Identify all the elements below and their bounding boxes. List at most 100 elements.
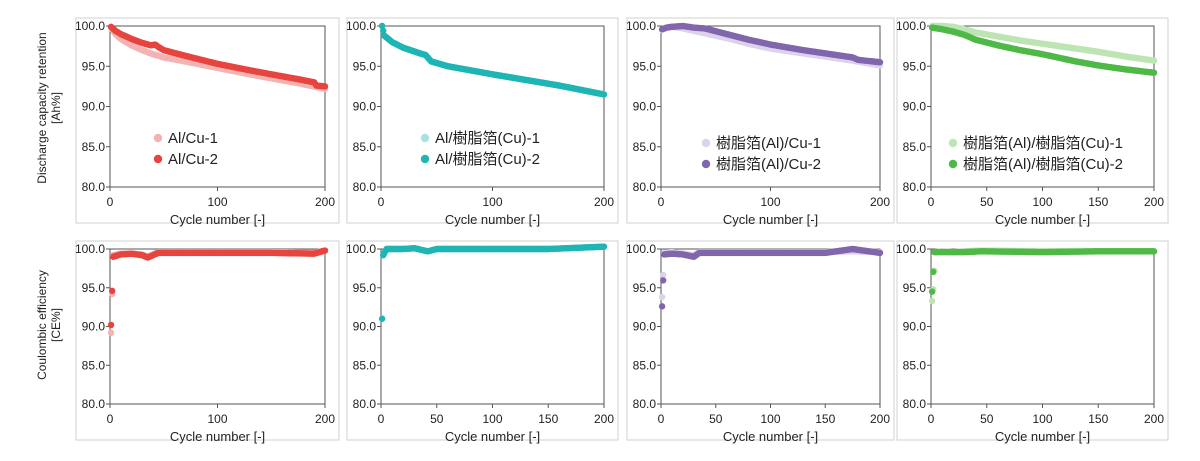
x-tick-label: 50: [980, 195, 994, 209]
series-2: [378, 243, 608, 322]
y-tick-label: 80.0: [82, 180, 106, 194]
x-tick-label: 200: [870, 412, 890, 426]
y-tick-label: 100.0: [626, 19, 656, 33]
series-2: [107, 247, 329, 329]
x-axis-title: Cycle number [-]: [723, 429, 818, 444]
x-axis-title: Cycle number [-]: [170, 429, 265, 444]
subplot-1: 100.0 95.0 90.0 85.0 80.00 100 200 Cycle number…: [75, 17, 340, 227]
series-2: [658, 22, 884, 66]
data-point: [321, 247, 329, 254]
panel-frame: [896, 17, 1169, 224]
x-axis-title: Cycle number [-]: [995, 212, 1090, 227]
panel-frame: [626, 240, 895, 441]
x-tick-label: 100: [482, 195, 502, 209]
data-point: [1150, 69, 1158, 76]
data-point: [876, 59, 884, 66]
x-axis-title: Cycle number [-]: [445, 429, 540, 444]
x-tick-label: 100: [760, 412, 780, 426]
x-tick-label: 200: [1144, 412, 1164, 426]
panel-frame: [75, 240, 340, 441]
y-tick-label: 85.0: [82, 358, 106, 372]
y-tick-label: 80.0: [353, 180, 377, 194]
legend-marker: [701, 159, 711, 169]
subplot-8: 100.0 95.0 90.0 85.0 80.00 50 100 150 200 Cycle n…: [896, 240, 1169, 444]
data-point: [600, 91, 608, 98]
y-tick-label: 85.0: [353, 140, 377, 154]
y-tick-label: 80.0: [903, 180, 927, 194]
y-tick-label: 90.0: [82, 100, 106, 114]
panel-frame: [346, 240, 619, 441]
y-tick-label: 90.0: [82, 320, 106, 334]
y-tick-label: 85.0: [82, 140, 106, 154]
legend-marker: [701, 138, 711, 148]
data-point: [600, 243, 608, 250]
data-point: [321, 83, 329, 90]
y-tick-label: 95.0: [633, 281, 657, 295]
x-axis-title: Cycle number [-]: [445, 212, 540, 227]
y-axis-title: Discharge capacity retention: [35, 32, 49, 183]
legend-marker: [153, 133, 163, 143]
x-tick-label: 0: [107, 195, 114, 209]
legend: Al/樹脂箔(Cu)-1 Al/樹脂箔(Cu)-2: [420, 130, 540, 168]
legend-label: 樹脂箔(Al)/樹脂箔(Cu)-1: [963, 135, 1123, 152]
legend-label: 樹脂箔(Al)/Cu-1: [716, 135, 821, 152]
x-tick-label: 200: [1144, 195, 1164, 209]
panel-frame: [75, 17, 340, 224]
y-axis-title: [CE%]: [49, 308, 63, 342]
x-tick-label: 100: [1032, 195, 1052, 209]
legend: 樹脂箔(Al)/樹脂箔(Cu)-1 樹脂箔(Al)/樹脂箔(Cu)-2: [948, 135, 1123, 173]
x-tick-label: 50: [980, 412, 994, 426]
panel-frame: [896, 240, 1169, 441]
x-tick-label: 150: [815, 412, 835, 426]
legend-marker: [948, 159, 958, 169]
y-tick-label: 95.0: [82, 281, 106, 295]
x-tick-label: 100: [482, 412, 502, 426]
legend-marker: [948, 138, 958, 148]
data-point: [107, 329, 115, 336]
x-tick-label: 100: [1032, 412, 1052, 426]
data-point: [928, 288, 936, 295]
y-tick-label: 90.0: [633, 100, 657, 114]
y-tick-label: 90.0: [903, 320, 927, 334]
legend-label: Al/Cu-1: [168, 130, 218, 147]
series-2: [928, 248, 1158, 295]
subplot-7: 100.0 95.0 90.0 85.0 80.00 50 100 150 200 Cycle n…: [626, 240, 895, 444]
y-tick-label: 85.0: [903, 140, 927, 154]
subplot-5: 100.0 95.0 90.0 85.0 80.00 100 200 Cycle number…: [75, 240, 340, 444]
y-tick-label: 80.0: [82, 397, 106, 411]
data-point: [1150, 57, 1158, 64]
y-tick-label: 90.0: [353, 100, 377, 114]
x-tick-label: 0: [378, 412, 385, 426]
x-tick-label: 0: [658, 412, 665, 426]
y-tick-label: 90.0: [903, 100, 927, 114]
x-tick-label: 150: [1088, 195, 1108, 209]
y-axis-title: [Ah%]: [49, 92, 63, 124]
legend-label: 樹脂箔(Al)/樹脂箔(Cu)-2: [963, 156, 1123, 173]
data-point: [876, 249, 884, 257]
legend-label: Al/樹脂箔(Cu)-1: [435, 130, 540, 147]
x-tick-label: 100: [207, 195, 227, 209]
data-point: [928, 297, 936, 305]
x-tick-label: 200: [315, 195, 335, 209]
x-tick-label: 100: [760, 195, 780, 209]
x-tick-label: 100: [207, 412, 227, 426]
subplot-2: 100.0 95.0 90.0 85.0 80.00 100 200 Cycle number…: [346, 17, 619, 227]
y-tick-label: 100.0: [346, 19, 376, 33]
y-tick-label: 90.0: [633, 320, 657, 334]
subplot-3: 100.0 95.0 90.0 85.0 80.00 100 200 Cycle number…: [626, 17, 895, 227]
legend-marker: [420, 133, 430, 143]
x-axis-title: Cycle number [-]: [995, 429, 1090, 444]
x-tick-label: 150: [1088, 412, 1108, 426]
y-axis-title: Coulombic efficiency: [35, 270, 49, 380]
y-tick-label: 85.0: [633, 358, 657, 372]
series-2: [378, 22, 608, 98]
data-point: [1150, 248, 1158, 255]
data-point: [380, 27, 387, 35]
series-2: [928, 24, 1158, 76]
y-tick-label: 80.0: [633, 397, 657, 411]
y-tick-label: 100.0: [896, 19, 926, 33]
x-tick-label: 50: [430, 412, 444, 426]
y-tick-label: 100.0: [75, 242, 105, 256]
y-tick-label: 95.0: [633, 59, 657, 73]
